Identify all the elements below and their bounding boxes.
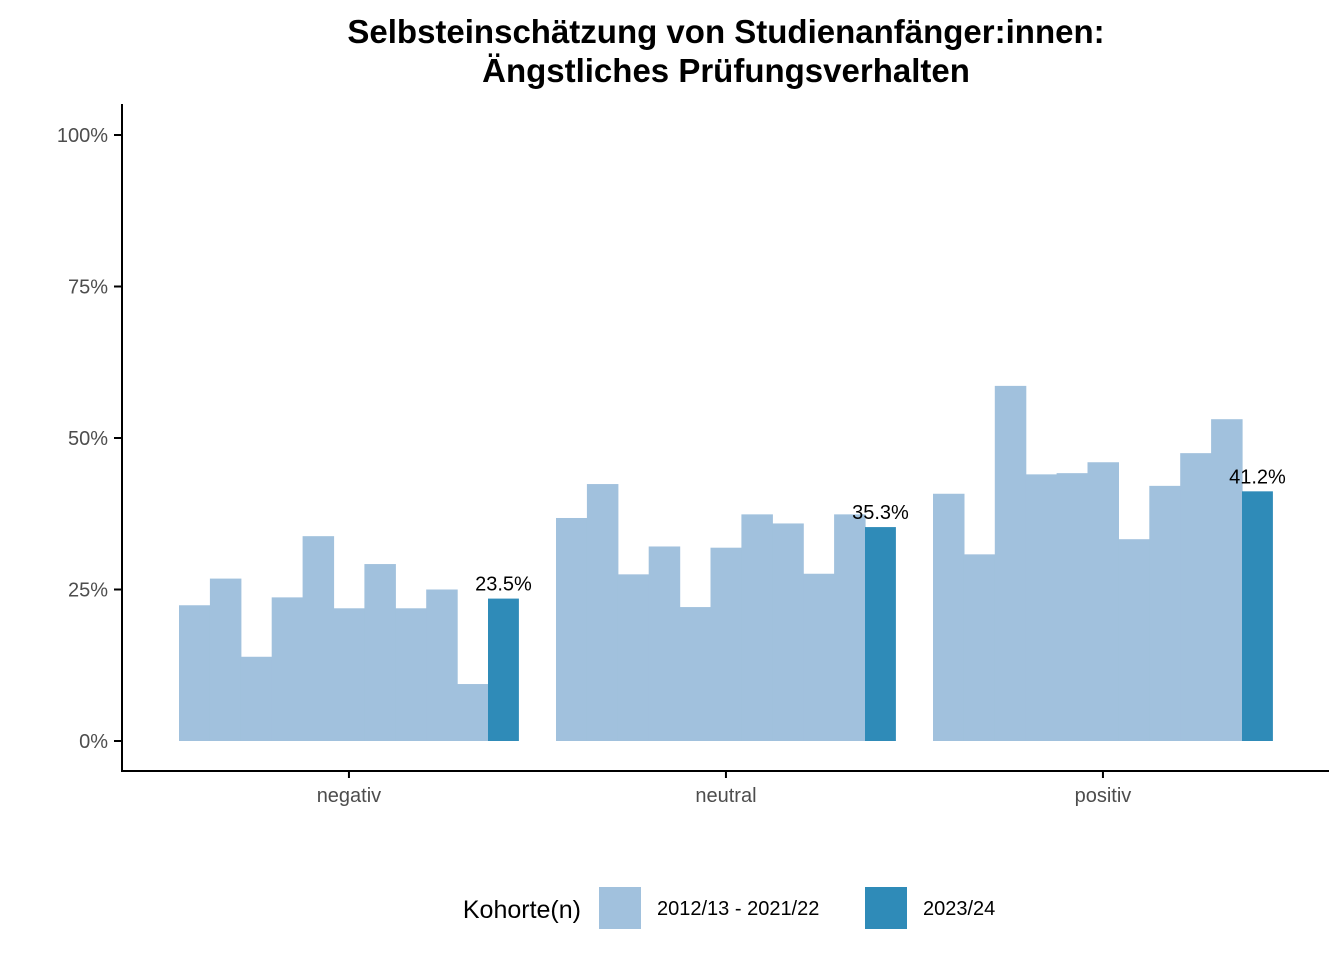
- bar-neutral-cohort-2: [586, 484, 619, 741]
- legend-title: Kohorte(n): [463, 896, 581, 924]
- bar-neutral-2023-24: [865, 527, 896, 741]
- bar-neutral-cohort-1: [556, 517, 588, 741]
- bar-positiv-cohort-8: [1149, 485, 1181, 741]
- y-tick-label-25: 25%: [68, 580, 108, 602]
- bar-negativ-cohort-7: [364, 564, 396, 741]
- bar-negativ-2023-24: [488, 598, 519, 741]
- bar-negativ-cohort-5: [302, 536, 335, 741]
- y-axis: 0% 25% 50% 75% 100%: [57, 104, 123, 771]
- bar-positiv-cohort-7: [1118, 539, 1150, 741]
- bar-label-positiv: 41.2%: [1229, 466, 1286, 488]
- x-tick-label-negativ: negativ: [317, 785, 382, 807]
- bar-label-neutral: 35.3%: [852, 502, 909, 524]
- bar-neutral-cohort-5: [679, 607, 712, 741]
- bar-neutral-cohort-8: [772, 523, 804, 741]
- legend: Kohorte(n) 2012/13 - 2021/22 2023/24: [463, 887, 995, 929]
- x-axis: negativ neutral positiv: [121, 770, 1329, 807]
- bar-positiv-cohort-4: [1025, 474, 1058, 741]
- bar-label-negativ: 23.5%: [475, 574, 532, 596]
- bar-negativ-cohort-8: [395, 608, 427, 741]
- bar-labels: 23.5% 35.3% 41.2%: [475, 466, 1286, 595]
- bar-positiv-cohort-2: [963, 554, 996, 741]
- bar-negativ-cohort-6: [333, 608, 365, 741]
- bars: [179, 385, 1273, 741]
- y-tick-label-100: 100%: [57, 125, 108, 147]
- bar-positiv-cohort-5: [1056, 473, 1089, 741]
- legend-label-2012-2022: 2012/13 - 2021/22: [657, 898, 819, 920]
- bar-neutral-cohort-7: [741, 514, 773, 741]
- x-tick-label-neutral: neutral: [695, 785, 756, 807]
- x-tick-label-positiv: positiv: [1075, 785, 1132, 807]
- bar-positiv-cohort-9: [1180, 453, 1212, 741]
- bar-negativ-cohort-1: [179, 605, 211, 741]
- bar-positiv-cohort-6: [1087, 462, 1119, 741]
- bar-neutral-cohort-3: [617, 574, 650, 741]
- bar-negativ-cohort-9: [426, 589, 458, 741]
- chart-title: Selbsteinschätzung von Studienanfänger:i…: [347, 13, 1104, 50]
- bar-negativ-cohort-4: [271, 597, 304, 741]
- bar-positiv-cohort-1: [933, 493, 965, 741]
- legend-label-2023-24: 2023/24: [923, 898, 995, 920]
- bar-positiv-cohort-3: [994, 385, 1027, 741]
- bar-neutral-cohort-6: [710, 547, 742, 741]
- y-tick-label-0: 0%: [79, 731, 108, 753]
- chart-subtitle: Ängstliches Prüfungsverhalten: [482, 52, 970, 89]
- legend-swatch-2012-2022: [599, 887, 641, 929]
- bar-neutral-cohort-4: [648, 546, 681, 741]
- bar-neutral-cohort-10: [834, 514, 866, 741]
- legend-swatch-2023-24: [865, 887, 907, 929]
- bar-positiv-cohort-10: [1211, 419, 1243, 741]
- bar-positiv-2023-24: [1242, 491, 1273, 741]
- bar-negativ-cohort-10: [457, 684, 489, 741]
- bar-negativ-cohort-3: [240, 656, 273, 741]
- y-tick-label-75: 75%: [68, 277, 108, 299]
- y-tick-label-50: 50%: [68, 428, 108, 450]
- bar-negativ-cohort-2: [209, 578, 242, 741]
- bar-neutral-cohort-9: [803, 573, 835, 741]
